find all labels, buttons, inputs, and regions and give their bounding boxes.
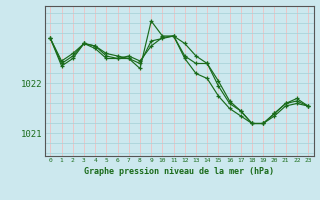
X-axis label: Graphe pression niveau de la mer (hPa): Graphe pression niveau de la mer (hPa) (84, 167, 274, 176)
